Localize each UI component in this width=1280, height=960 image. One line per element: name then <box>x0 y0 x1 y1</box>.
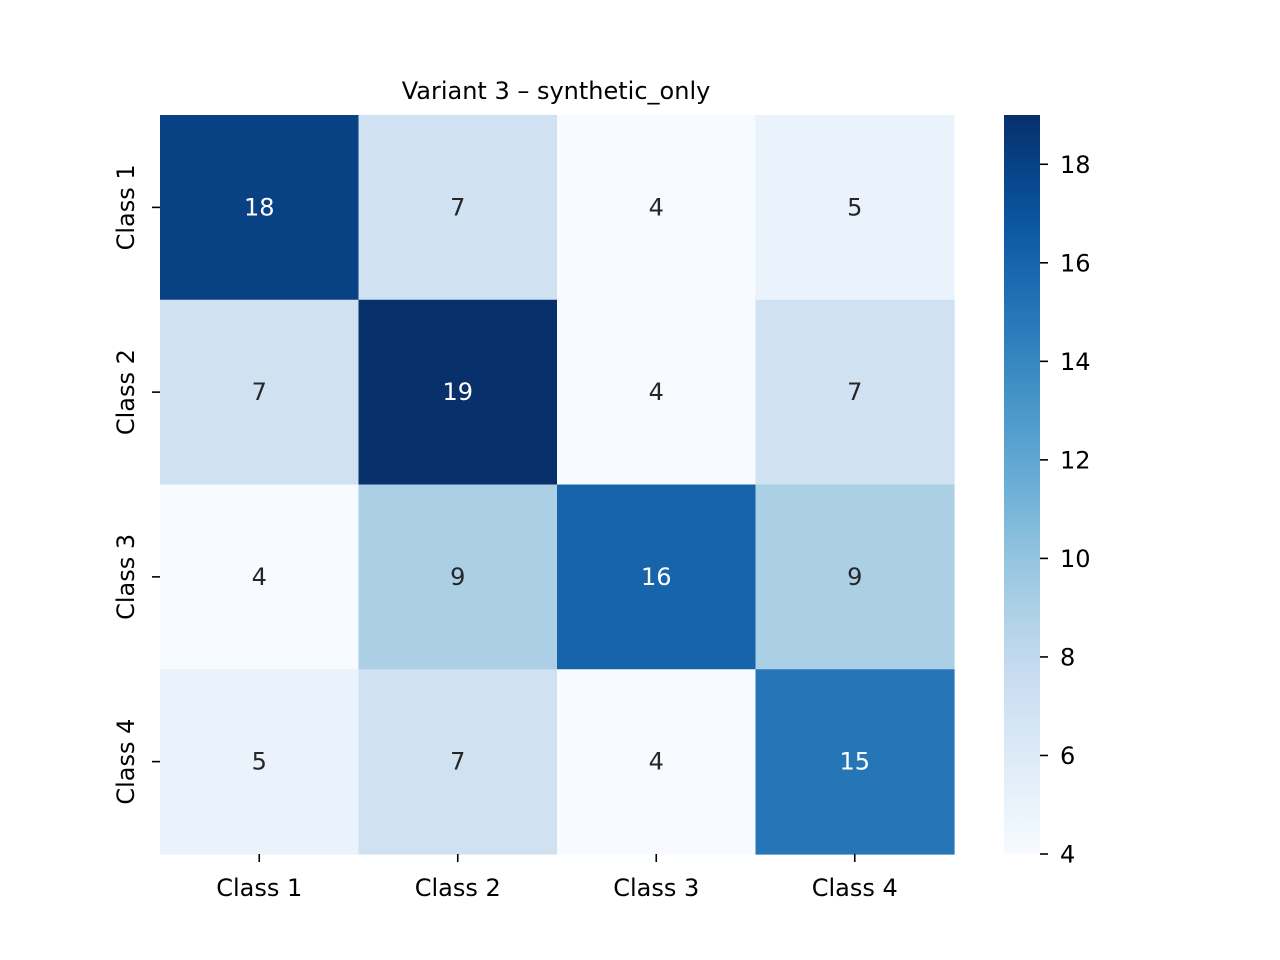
heatmap-cell <box>160 299 360 486</box>
cell-value-label: 9 <box>450 563 465 591</box>
colorbar-tick-label: 10 <box>1060 545 1091 573</box>
heatmap-cell <box>160 115 360 301</box>
heatmap-cell <box>755 484 955 670</box>
heatmap-cell <box>557 299 757 486</box>
heatmap-cell <box>160 484 360 670</box>
cell-value-label: 7 <box>847 378 862 406</box>
heatmap-cell <box>358 484 558 670</box>
x-tick-label: Class 1 <box>216 874 302 902</box>
x-axis: Class 1 Class 2 Class 3 Class 4 <box>216 854 898 902</box>
heatmap-cell <box>358 669 558 855</box>
cell-value-label: 7 <box>252 378 267 406</box>
cell-value-label: 5 <box>847 193 862 221</box>
cell-value-label: 9 <box>847 563 862 591</box>
colorbar-tick-label: 6 <box>1060 742 1075 770</box>
cell-value-label: 18 <box>244 193 275 221</box>
heatmap-cell <box>358 299 558 486</box>
colorbar-tick-label: 8 <box>1060 643 1075 671</box>
heatmap-cell <box>755 115 955 301</box>
cell-value-label: 7 <box>450 748 465 776</box>
y-tick-label: Class 2 <box>112 349 140 435</box>
heatmap-cell <box>160 669 360 855</box>
heatmap-cell <box>557 484 757 670</box>
heatmap-cell <box>358 115 558 301</box>
colorbar: 4 6 8 10 12 14 16 18 <box>1004 115 1091 869</box>
colorbar-tick-label: 18 <box>1060 151 1091 179</box>
cell-value-label: 4 <box>649 378 664 406</box>
x-tick-label: Class 3 <box>613 874 699 902</box>
cell-value-label: 4 <box>649 193 664 221</box>
cell-value-label: 4 <box>252 563 267 591</box>
heatmap-cell <box>557 669 757 855</box>
cell-value-label: 16 <box>641 563 672 591</box>
cell-value-label: 7 <box>450 193 465 221</box>
y-tick-label: Class 1 <box>112 164 140 250</box>
colorbar-ticks: 4 6 8 10 12 14 16 18 <box>1040 151 1091 869</box>
y-tick-label: Class 4 <box>112 719 140 805</box>
cell-value-label: 5 <box>252 748 267 776</box>
y-axis: Class 1 Class 2 Class 3 Class 4 <box>112 164 160 805</box>
heatmap-cell <box>755 299 955 486</box>
cell-value-label: 4 <box>649 748 664 776</box>
cell-value-label: 19 <box>442 378 473 406</box>
heatmap-cell <box>557 115 757 301</box>
colorbar-tick-label: 12 <box>1060 446 1091 474</box>
x-tick-label: Class 4 <box>812 874 898 902</box>
y-tick-label: Class 3 <box>112 534 140 620</box>
x-tick-label: Class 2 <box>415 874 501 902</box>
colorbar-tick-label: 16 <box>1060 249 1091 277</box>
colorbar-gradient <box>1004 115 1040 854</box>
heatmap-cell <box>755 669 955 855</box>
colorbar-tick-label: 4 <box>1060 841 1075 869</box>
cell-value-label: 15 <box>839 748 870 776</box>
cell-labels: 18 7 4 5 7 19 4 7 4 9 16 9 5 7 4 15 <box>244 193 870 775</box>
chart-title: Variant 3 – synthetic_only <box>402 77 711 105</box>
heatmap-cells <box>160 115 955 855</box>
colorbar-tick-label: 14 <box>1060 348 1091 376</box>
